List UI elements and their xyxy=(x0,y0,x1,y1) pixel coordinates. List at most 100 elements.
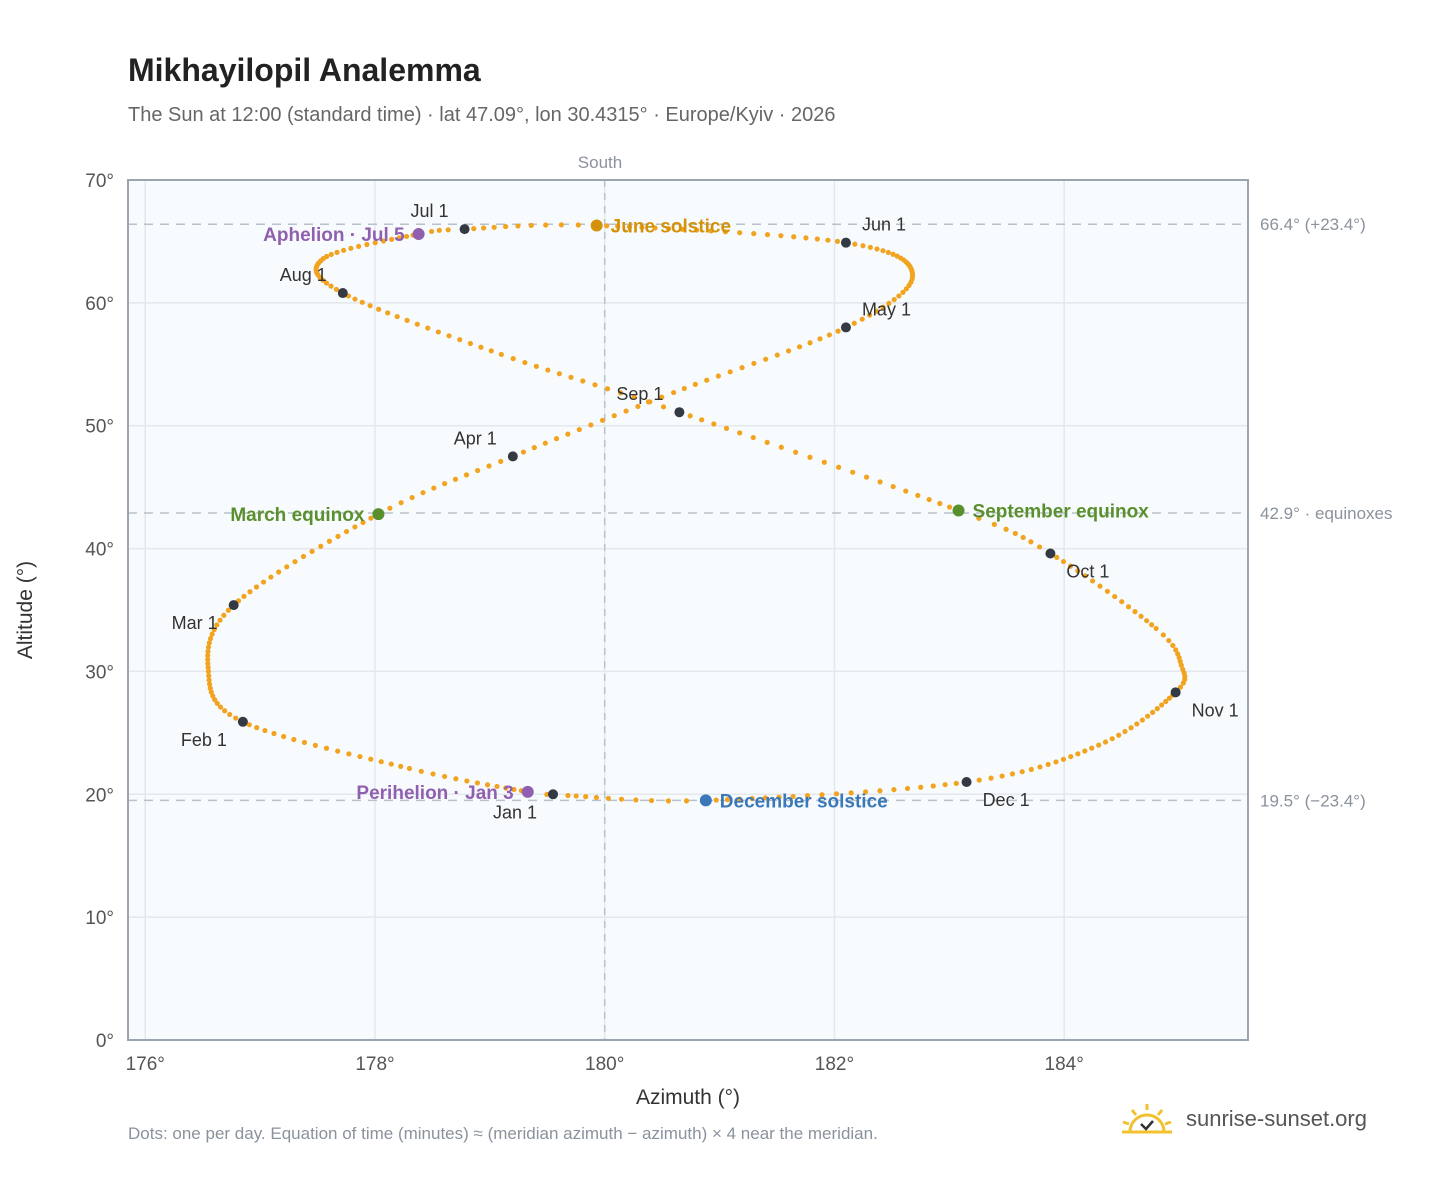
day-dot xyxy=(464,778,470,784)
day-dot xyxy=(926,496,932,503)
day-dot xyxy=(1119,599,1125,605)
month-label: Aug 1 xyxy=(280,265,327,285)
day-dot xyxy=(863,474,870,480)
event-marker xyxy=(952,504,965,517)
day-dot xyxy=(1028,539,1034,545)
day-dot xyxy=(873,308,880,314)
day-dot xyxy=(1134,721,1140,727)
reference-line-label: 42.9° · equinoxes xyxy=(1260,504,1393,523)
day-dot xyxy=(1104,588,1111,594)
month-label: Mar 1 xyxy=(172,613,218,633)
day-dot xyxy=(886,300,892,307)
day-dot xyxy=(817,336,823,342)
day-dot xyxy=(1037,764,1043,770)
day-dot xyxy=(953,780,959,786)
day-dot xyxy=(930,783,936,789)
day-dot xyxy=(727,369,733,375)
day-dot xyxy=(334,249,340,255)
day-dot xyxy=(807,340,813,346)
day-dot xyxy=(225,607,232,613)
day-dot xyxy=(737,430,743,436)
day-dot xyxy=(284,564,290,570)
day-dot xyxy=(372,240,378,246)
day-dot xyxy=(207,636,214,642)
month-marker xyxy=(237,716,248,727)
day-dot xyxy=(803,235,809,241)
day-dot xyxy=(206,673,212,679)
day-dot xyxy=(659,394,665,400)
day-dot xyxy=(639,224,645,230)
day-dot xyxy=(880,248,886,254)
day-dot xyxy=(880,304,886,310)
day-dot xyxy=(890,251,896,257)
month-marker xyxy=(548,789,559,800)
day-dot xyxy=(645,399,652,405)
day-dot xyxy=(510,355,516,362)
day-dot xyxy=(1132,609,1138,615)
day-dot xyxy=(604,386,611,392)
day-dot xyxy=(604,223,610,229)
month-label: Feb 1 xyxy=(181,730,227,750)
sun-logo-icon xyxy=(1122,1104,1172,1134)
day-dot xyxy=(323,280,330,286)
plot-frame xyxy=(127,179,1249,1041)
day-dot xyxy=(565,431,571,437)
month-marker xyxy=(961,777,972,787)
day-dot xyxy=(217,704,224,710)
day-dot xyxy=(615,223,621,229)
day-dot xyxy=(711,421,717,427)
day-dot xyxy=(863,789,869,795)
x-tick-label: 176° xyxy=(126,1054,165,1075)
day-dot xyxy=(890,483,896,490)
day-dot xyxy=(885,249,891,256)
day-dot xyxy=(791,234,797,240)
day-dot xyxy=(388,761,394,767)
day-dot xyxy=(385,310,391,316)
day-dot xyxy=(453,776,459,782)
marker-layer: Jan 1 Feb 1 Mar 1 Apr 1 May 1 Jun 1 Jul 1 Aug 1… xyxy=(172,201,1239,822)
month-marker xyxy=(228,600,239,611)
day-dot xyxy=(825,237,831,243)
day-dot xyxy=(398,500,404,506)
day-dot xyxy=(205,656,211,663)
day-dot xyxy=(364,241,370,248)
day-dot xyxy=(867,312,873,318)
day-dot xyxy=(475,467,481,474)
day-dot xyxy=(474,780,481,786)
day-dot xyxy=(491,224,497,230)
event-label: June solstice xyxy=(611,216,731,237)
day-dot xyxy=(867,244,873,250)
day-dot xyxy=(340,247,347,253)
day-dot xyxy=(1112,593,1118,600)
day-dot xyxy=(356,243,362,249)
day-dot xyxy=(522,359,528,366)
day-dot xyxy=(785,348,792,354)
day-dot xyxy=(821,459,827,465)
day-dot xyxy=(323,745,330,751)
day-dot xyxy=(1122,728,1128,735)
day-dot xyxy=(575,222,581,228)
brand[interactable]: sunrise-sunset.org xyxy=(1120,1102,1367,1136)
day-dot xyxy=(241,593,247,599)
day-dot xyxy=(859,316,865,322)
day-dot xyxy=(520,449,527,455)
day-dot xyxy=(247,589,253,595)
day-dot xyxy=(1160,632,1166,638)
day-dot xyxy=(660,404,667,410)
day-dot xyxy=(623,408,629,414)
day-dot xyxy=(396,235,402,241)
day-dot xyxy=(1028,766,1034,772)
day-dot xyxy=(406,765,413,772)
day-dot xyxy=(378,759,384,765)
day-dot xyxy=(246,722,252,728)
day-dot xyxy=(796,344,803,350)
day-dot xyxy=(826,332,832,338)
y-tick-label: 10° xyxy=(85,908,114,929)
day-dot xyxy=(751,360,757,367)
day-dot xyxy=(420,490,426,496)
month-label: Sep 1 xyxy=(616,384,663,404)
day-dot xyxy=(1149,622,1155,628)
day-dot xyxy=(1020,534,1026,541)
day-dot xyxy=(937,500,943,507)
day-dot xyxy=(205,644,212,650)
